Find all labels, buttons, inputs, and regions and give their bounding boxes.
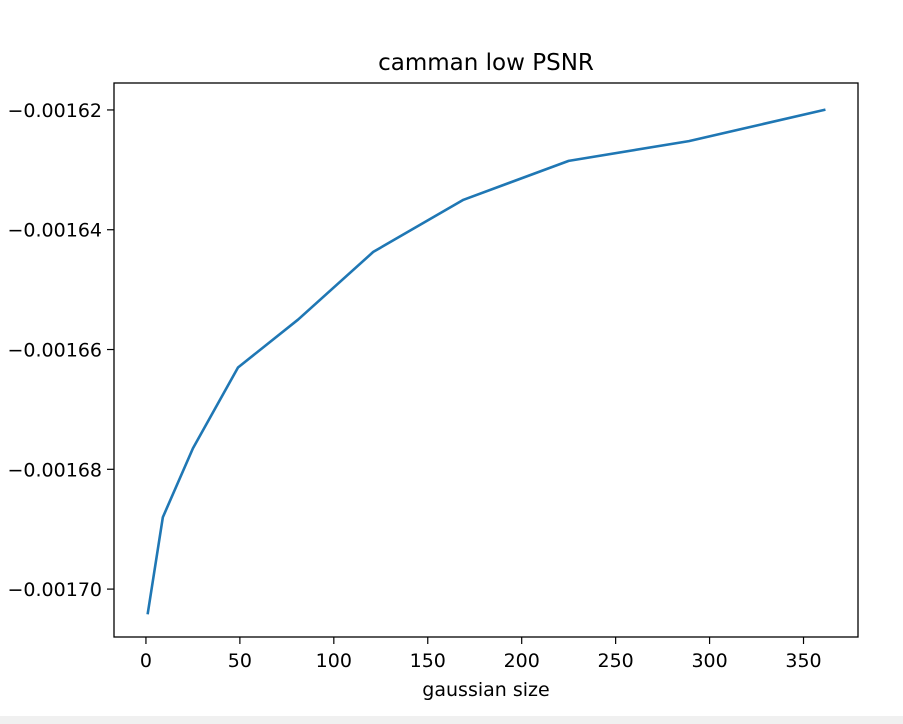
y-tick-label: −0.00162 (8, 100, 103, 122)
y-axis: −0.00170 −0.00168 −0.00166 −0.00164 −0.00162 (8, 100, 114, 601)
x-axis: 0 50 100 150 200 250 300 350 (140, 637, 822, 672)
y-tick-label: −0.00164 (8, 220, 103, 242)
x-tick-label: 0 (140, 650, 152, 672)
y-tick-label: −0.00166 (8, 340, 103, 362)
chart-title: camman low PSNR (378, 50, 594, 76)
y-tick-label: −0.00168 (8, 459, 103, 481)
x-tick-label: 50 (228, 650, 252, 672)
y-tick-label: −0.00170 (8, 579, 103, 601)
plot-area (146, 108, 826, 615)
window-bottom-strip (0, 716, 903, 724)
x-tick-label: 300 (691, 650, 727, 672)
plot-frame (113, 82, 859, 638)
series-line-0 (146, 108, 826, 615)
x-axis-label: gaussian size (422, 679, 549, 701)
x-tick-label: 250 (598, 650, 634, 672)
x-tick-label: 350 (785, 650, 821, 672)
x-tick-label: 200 (504, 650, 540, 672)
x-tick-label: 100 (316, 650, 352, 672)
x-tick-label: 150 (410, 650, 446, 672)
